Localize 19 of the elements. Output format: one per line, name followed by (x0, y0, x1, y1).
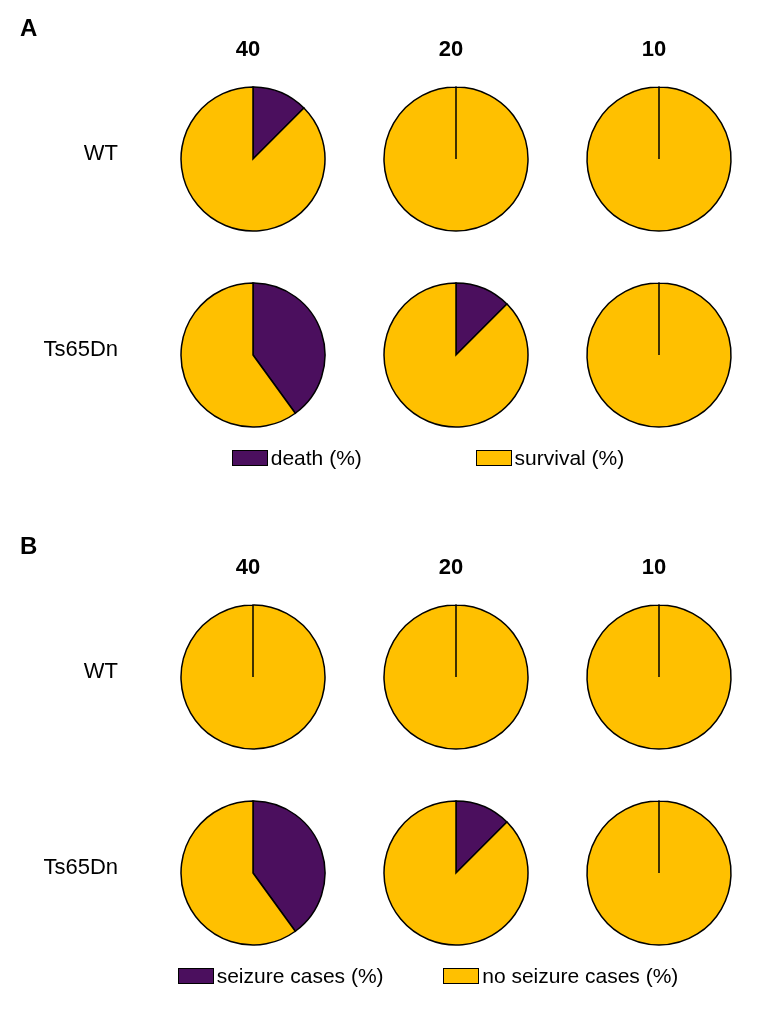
pie-slice (383, 800, 529, 946)
chart-title: 10 (640, 554, 668, 580)
chart-title: 10 (640, 36, 668, 62)
text: Ts65Dn (42, 336, 118, 362)
pie-slice (180, 86, 326, 232)
text: A (20, 14, 38, 42)
text: WT (82, 658, 118, 684)
chart-title: 40 (234, 554, 262, 580)
text: Ts65Dn (42, 854, 118, 880)
chart-title: 20 (437, 554, 465, 580)
legend-label: survival (%) (514, 446, 625, 470)
chart-title: 20 (437, 36, 465, 62)
legend-label: no seizure cases (%) (482, 964, 679, 988)
legend-label: death (%) (270, 446, 362, 470)
pie-slice (383, 282, 529, 428)
text: B (20, 532, 38, 560)
text: WT (82, 140, 118, 166)
legend-label: seizure cases (%) (216, 964, 384, 988)
chart-title: 40 (234, 36, 262, 62)
